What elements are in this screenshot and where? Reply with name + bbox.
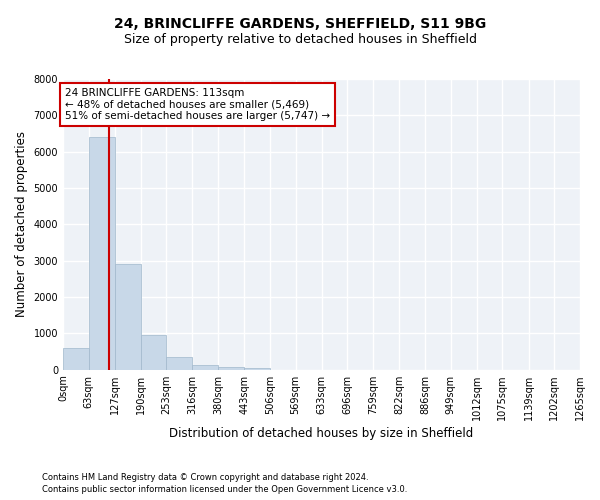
Text: Contains HM Land Registry data © Crown copyright and database right 2024.: Contains HM Land Registry data © Crown c… — [42, 472, 368, 482]
X-axis label: Distribution of detached houses by size in Sheffield: Distribution of detached houses by size … — [169, 427, 473, 440]
Text: Contains public sector information licensed under the Open Government Licence v3: Contains public sector information licen… — [42, 485, 407, 494]
Bar — [166, 356, 192, 370]
Bar — [89, 137, 115, 370]
Bar — [218, 367, 244, 370]
Text: 24 BRINCLIFFE GARDENS: 113sqm
← 48% of detached houses are smaller (5,469)
51% o: 24 BRINCLIFFE GARDENS: 113sqm ← 48% of d… — [65, 88, 330, 122]
Y-axis label: Number of detached properties: Number of detached properties — [15, 132, 28, 318]
Bar — [244, 368, 270, 370]
Bar — [140, 335, 166, 370]
Bar — [192, 365, 218, 370]
Bar — [115, 264, 140, 370]
Text: Size of property relative to detached houses in Sheffield: Size of property relative to detached ho… — [124, 32, 476, 46]
Text: 24, BRINCLIFFE GARDENS, SHEFFIELD, S11 9BG: 24, BRINCLIFFE GARDENS, SHEFFIELD, S11 9… — [114, 18, 486, 32]
Bar — [63, 348, 89, 370]
